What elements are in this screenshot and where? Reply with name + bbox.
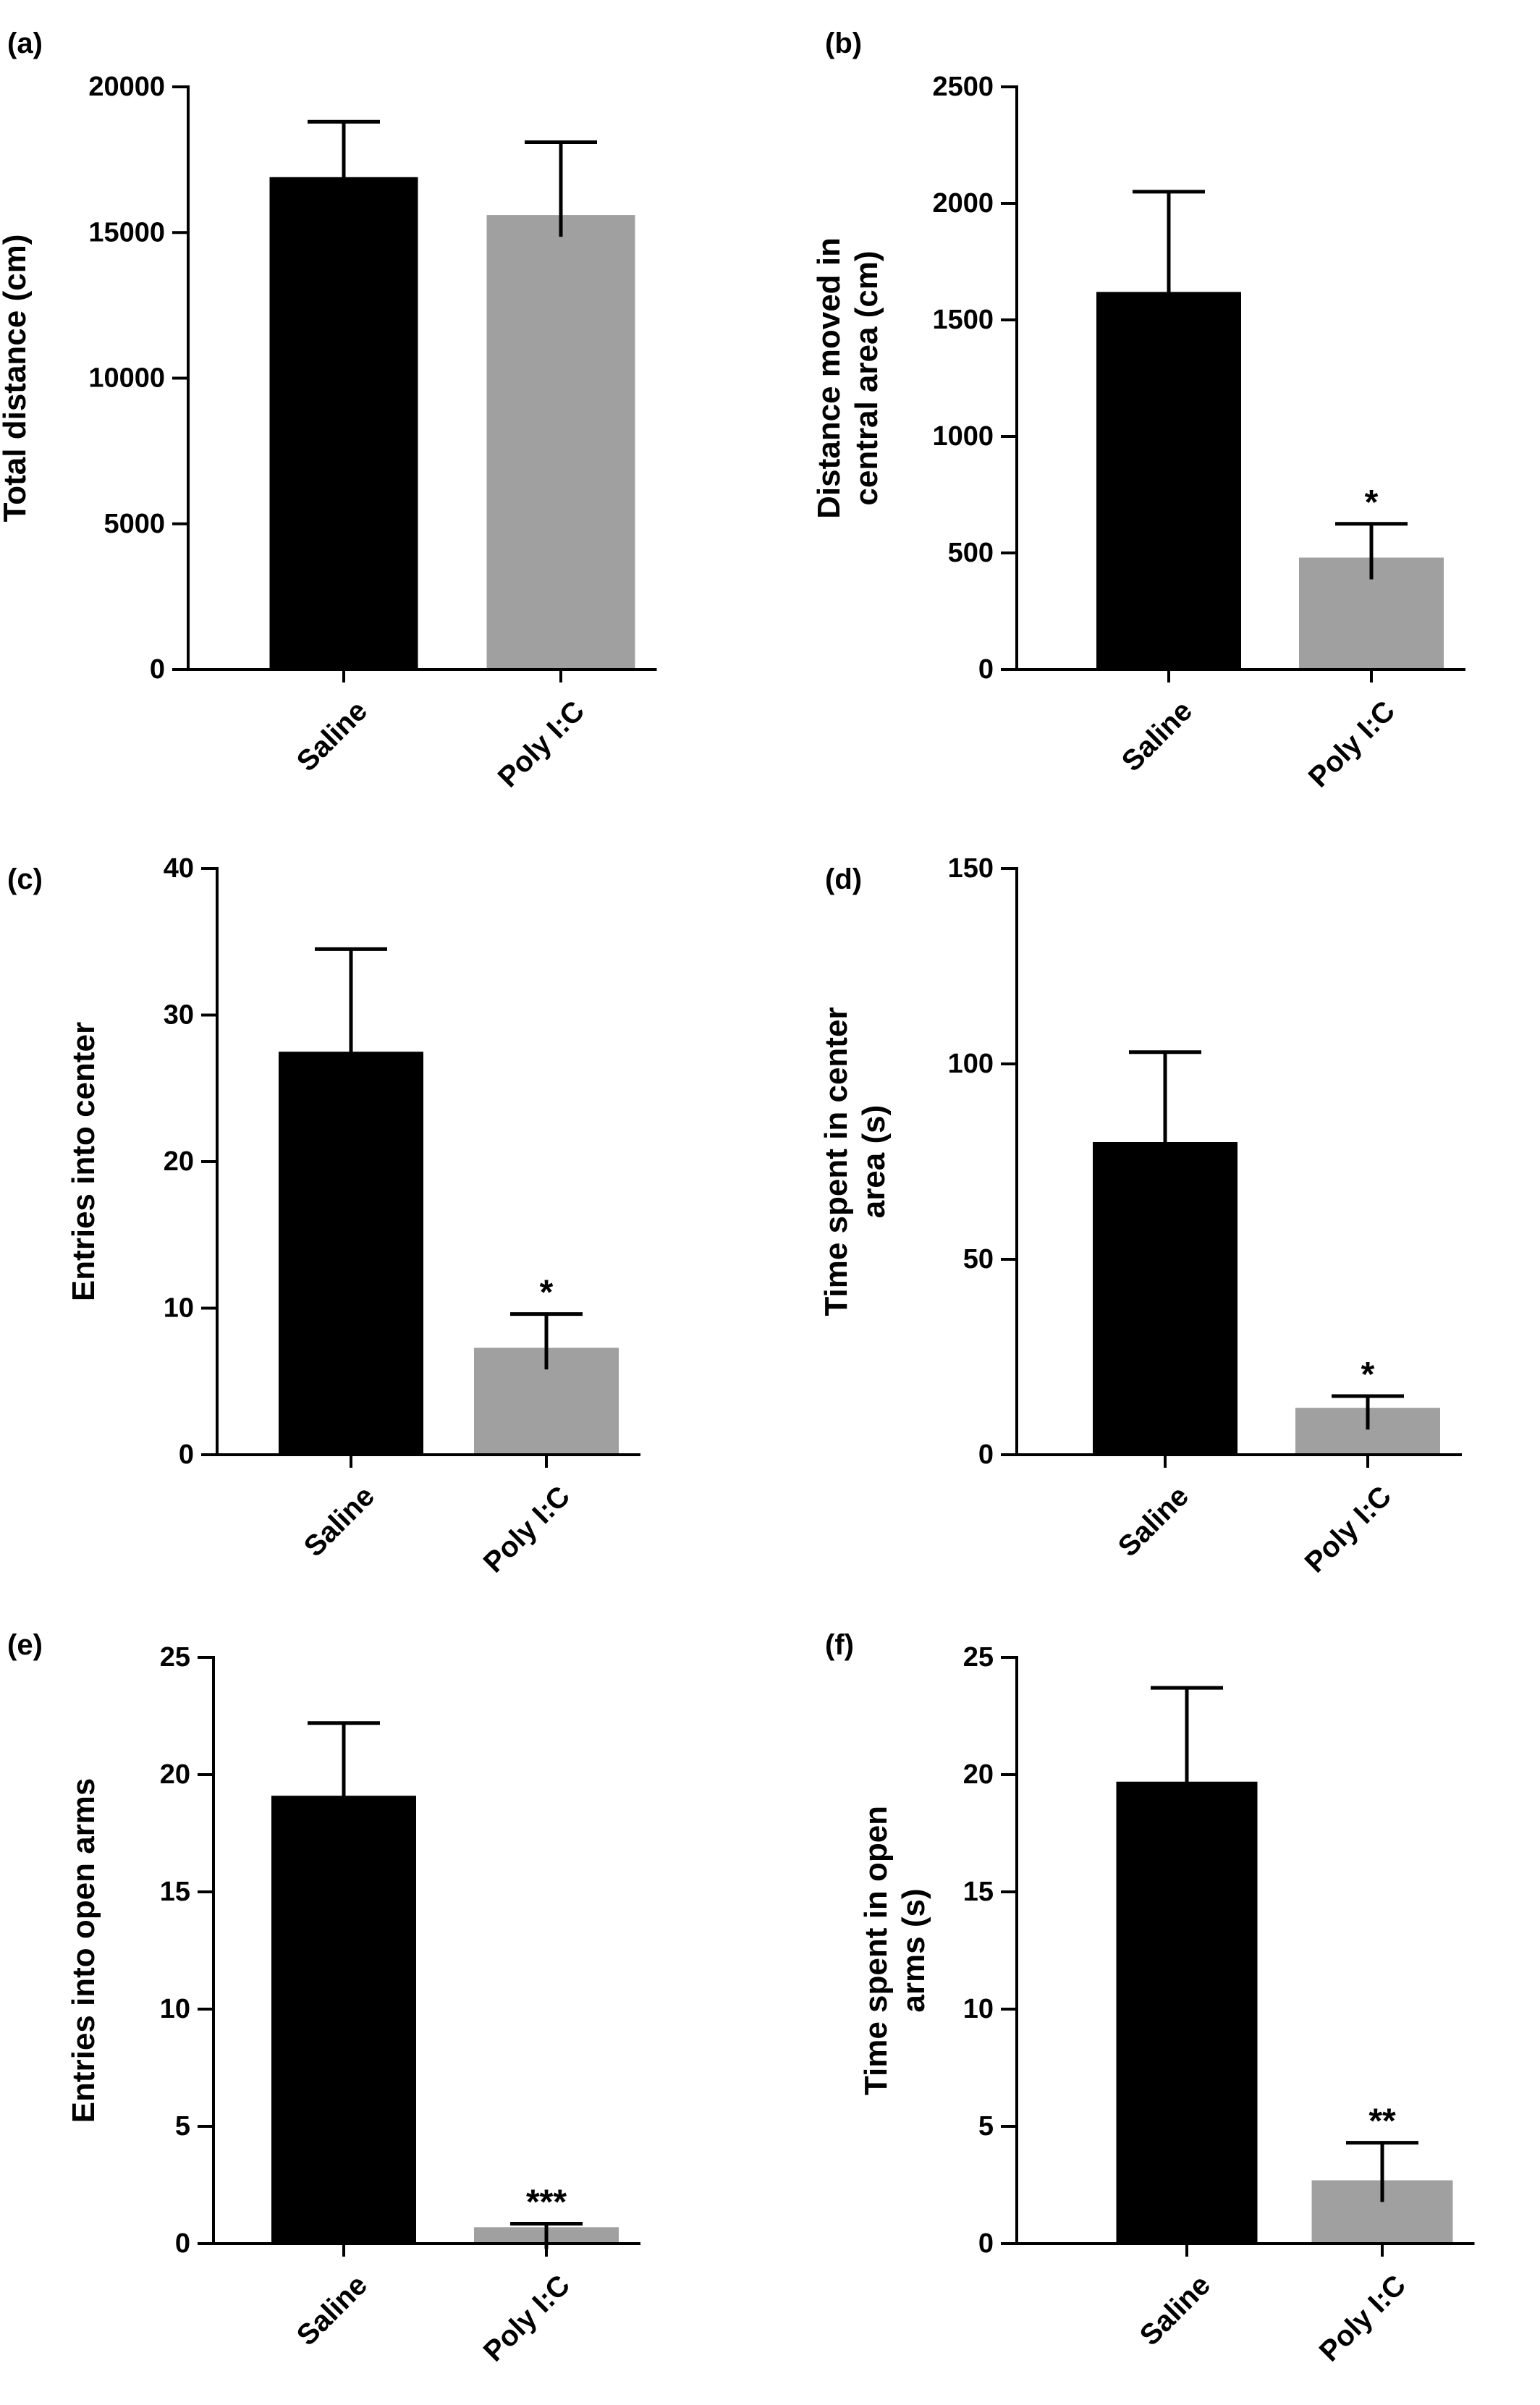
y-tick-label: 5: [978, 2111, 994, 2142]
y-axis-title: Entries into open arms: [66, 1778, 101, 2123]
y-tick-label: 1000: [932, 421, 994, 452]
y-tick-label: 0: [978, 654, 994, 685]
y-tick-label: 0: [978, 1440, 994, 1470]
y-tick-label: 10: [164, 1293, 194, 1324]
y-tick-label: 5000: [103, 509, 165, 539]
y-tick-label: 1500: [932, 305, 994, 335]
y-tick-label: 25: [963, 1642, 994, 1673]
chart-panel-f: (f) Time spent in open arms (s) Saline ** Pol…: [825, 1629, 1475, 2367]
y-tick-label: 40: [164, 853, 194, 884]
y-axis-title: Total distance (cm): [0, 234, 33, 523]
y-tick-label: 2500: [932, 72, 994, 102]
y-axis-title: area (s): [856, 1105, 892, 1219]
chart-panel-a: (a) Total distance (cm) Saline Poly I:C 0 500…: [0, 28, 657, 793]
y-tick-label: 0: [179, 1440, 194, 1470]
x-tick-label: Saline: [291, 2269, 373, 2351]
y-tick-label: 10: [963, 1994, 994, 2024]
y-tick-label: 500: [948, 538, 994, 568]
significance-label: *: [1361, 1356, 1375, 1394]
y-tick-label: 30: [164, 1000, 194, 1031]
y-axis-title: arms (s): [896, 1888, 931, 2012]
panel-label: (a): [7, 28, 43, 59]
x-tick-label: Saline: [298, 1480, 381, 1563]
x-tick-label: Saline: [1112, 1480, 1195, 1563]
significance-label: *: [1365, 483, 1379, 522]
panel-label: (c): [7, 863, 43, 895]
y-tick-label: 2000: [932, 188, 994, 219]
significance-label: ***: [526, 2183, 567, 2221]
x-tick-label: Saline: [1116, 695, 1198, 777]
y-axis-title: Distance moved in: [811, 237, 847, 519]
y-tick-label: 25: [160, 1642, 190, 1673]
y-tick-label: 10000: [88, 363, 165, 394]
y-axis-title: Time spent in open: [858, 1806, 894, 2095]
y-tick-label: 0: [175, 2228, 190, 2259]
y-axis-title: Entries into center: [66, 1022, 101, 1301]
y-tick-label: 20: [160, 1759, 190, 1790]
y-tick-label: 20: [164, 1146, 194, 1177]
panel-label: (b): [825, 28, 862, 59]
x-tick-label: Poly I:C: [478, 1480, 576, 1578]
significance-label: **: [1368, 2102, 1396, 2141]
y-tick-label: 10: [160, 1994, 190, 2024]
x-tick-label: Poly I:C: [1313, 2269, 1412, 2367]
panel-label: (f): [825, 1629, 854, 1661]
chart-panel-b: (b) Distance moved in central area (cm) Sal…: [811, 28, 1465, 793]
bar-poly-i-c: [486, 215, 635, 670]
y-tick-label: 0: [150, 654, 165, 685]
chart-panel-c: (c) Entries into center Saline * Poly I:C 0 10…: [7, 853, 640, 1578]
y-tick-label: 5: [175, 2111, 190, 2142]
x-tick-label: Poly I:C: [1299, 1480, 1397, 1578]
y-axis-title: Time spent in center: [818, 1007, 854, 1316]
x-tick-label: Saline: [291, 695, 373, 777]
bar-saline: [279, 1052, 423, 1455]
x-tick-label: Poly I:C: [478, 2269, 576, 2367]
x-tick-label: Poly I:C: [1303, 695, 1401, 793]
bar-saline: [269, 177, 418, 669]
y-tick-label: 15: [963, 1877, 994, 1907]
panel-label: (d): [825, 863, 862, 895]
y-tick-label: 0: [978, 2228, 994, 2259]
y-tick-label: 150: [948, 853, 994, 884]
y-axis-title: central area (cm): [849, 250, 884, 505]
y-tick-label: 15000: [88, 217, 165, 248]
chart-panel-e: (e) Entries into open arms Saline *** Poly I…: [7, 1629, 640, 2367]
bar-saline: [1096, 292, 1241, 669]
chart-panel-d: (d) Time spent in center area (s) Saline * Po…: [818, 853, 1462, 1578]
bar-saline: [1116, 1781, 1258, 2244]
x-tick-label: Poly I:C: [492, 695, 591, 793]
bar-saline: [1093, 1142, 1238, 1455]
y-tick-label: 15: [160, 1877, 190, 1907]
significance-label: *: [540, 1274, 554, 1312]
bar-saline: [271, 1796, 416, 2244]
y-tick-label: 20000: [88, 72, 165, 102]
y-tick-label: 20: [963, 1759, 994, 1790]
y-tick-label: 50: [963, 1244, 994, 1275]
y-tick-label: 100: [948, 1049, 994, 1079]
panel-label: (e): [7, 1629, 43, 1661]
x-tick-label: Saline: [1134, 2269, 1217, 2351]
